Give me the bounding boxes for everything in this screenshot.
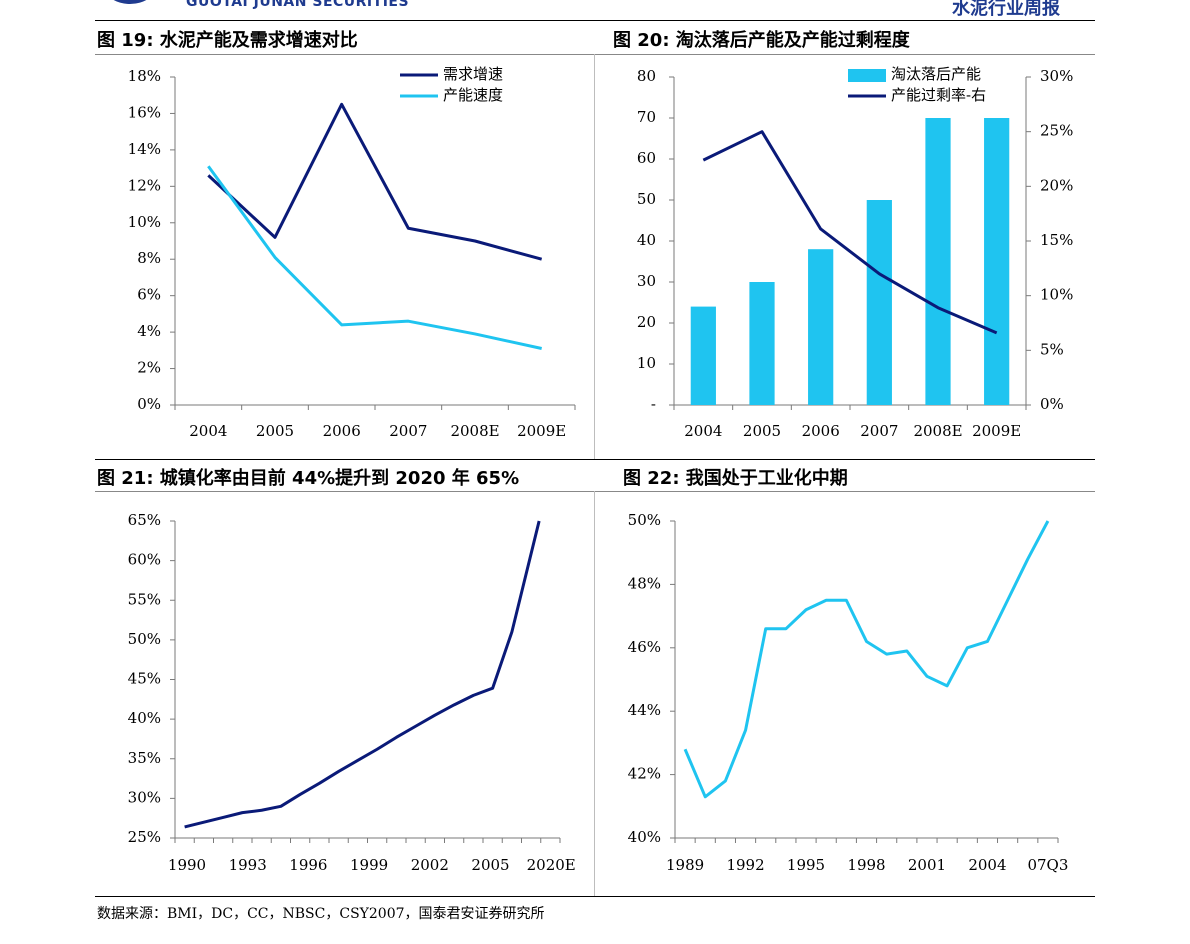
series-line-urbanization <box>184 520 541 829</box>
bar <box>925 118 951 405</box>
figure-20-title: 图 20: 淘汰落后产能及产能过剩程度 <box>613 30 910 51</box>
figure-21-title: 图 21: 城镇化率由目前 44%提升到 2020 年 65% <box>97 468 520 489</box>
y-tick-label: 44% <box>628 701 661 719</box>
y-left-tick-label: 60 <box>637 149 656 167</box>
y-left-tick-label: 40 <box>637 231 656 249</box>
y-right-tick-label: 0% <box>1040 395 1064 413</box>
company-logo <box>100 0 160 8</box>
x-tick-label: 2007 <box>860 422 898 440</box>
series-line-产能速度 <box>207 165 542 350</box>
x-tick-label: 2004 <box>684 422 722 440</box>
x-tick-label: 1999 <box>350 856 388 874</box>
bottom-rule <box>95 896 1095 897</box>
x-tick-label: 2006 <box>802 422 840 440</box>
bar <box>749 282 775 405</box>
y-tick-label: 40% <box>628 828 661 846</box>
y-tick-label: 10% <box>128 213 161 231</box>
x-tick-label: 1992 <box>726 856 764 874</box>
title-rule-bottom <box>95 491 1095 492</box>
x-tick-label: 1990 <box>168 856 206 874</box>
y-left-tick-label: 10 <box>637 354 656 372</box>
x-tick-label: 2007 <box>389 422 427 440</box>
y-tick-label: 65% <box>128 511 161 529</box>
legend-label: 淘汰落后产能 <box>891 65 981 83</box>
data-source-note: 数据来源：BMI，DC，CC，NBSC，CSY2007，国泰君安证券研究所 <box>97 906 545 922</box>
x-tick-label: 2001 <box>908 856 946 874</box>
bar <box>984 118 1010 405</box>
x-tick-label: 2005 <box>743 422 781 440</box>
x-tick-label: 1998 <box>847 856 885 874</box>
y-left-tick-label: 30 <box>637 272 656 290</box>
y-right-tick-label: 25% <box>1040 122 1073 140</box>
legend-label: 需求增速 <box>443 65 503 83</box>
y-tick-label: 4% <box>137 322 161 340</box>
x-tick-label: 2020E <box>527 856 576 874</box>
legend-label: 产能过剩率-右 <box>891 86 986 104</box>
x-tick-label: 1989 <box>666 856 704 874</box>
y-tick-label: 40% <box>128 709 161 727</box>
figure-22-title: 图 22: 我国处于工业化中期 <box>623 468 848 489</box>
x-tick-label: 1995 <box>787 856 825 874</box>
y-tick-label: 16% <box>128 103 161 121</box>
title-rule-top <box>95 54 1095 55</box>
y-tick-label: 45% <box>128 670 161 688</box>
y-tick-label: 18% <box>128 67 161 85</box>
y-tick-label: 55% <box>128 590 161 608</box>
y-tick-label: 50% <box>628 511 661 529</box>
y-tick-label: 60% <box>128 551 161 569</box>
y-tick-label: 14% <box>128 140 161 158</box>
y-tick-label: 35% <box>128 749 161 767</box>
x-tick-label: 2009E <box>517 422 566 440</box>
y-right-tick-label: 10% <box>1040 286 1073 304</box>
y-tick-label: 8% <box>137 249 161 267</box>
y-right-tick-label: 20% <box>1040 176 1073 194</box>
x-tick-label: 1996 <box>289 856 327 874</box>
x-tick-label: 2008E <box>913 422 962 440</box>
x-tick-label: 2004 <box>189 422 227 440</box>
column-divider-top <box>594 54 595 459</box>
org-name: GUOTAI JUNAN SECURITIES <box>186 0 410 10</box>
bar <box>808 249 834 405</box>
y-tick-label: 42% <box>628 765 661 783</box>
x-tick-label: 2002 <box>411 856 449 874</box>
y-tick-label: 25% <box>128 828 161 846</box>
x-tick-label: 2009E <box>972 422 1021 440</box>
series-line-需求增速 <box>207 102 543 261</box>
x-tick-label: 07Q3 <box>1027 856 1068 874</box>
y-tick-label: 46% <box>628 638 661 656</box>
y-tick-label: 0% <box>137 395 161 413</box>
y-left-tick-label: 20 <box>637 313 656 331</box>
x-tick-label: 1993 <box>229 856 267 874</box>
y-right-tick-label: 30% <box>1040 67 1073 85</box>
y-left-tick-label: 80 <box>637 67 656 85</box>
y-tick-label: 30% <box>128 788 161 806</box>
report-title: 水泥行业周报 <box>952 0 1060 19</box>
x-tick-label: 2004 <box>968 856 1006 874</box>
y-tick-label: 12% <box>128 176 161 194</box>
y-tick-label: 6% <box>137 286 161 304</box>
legend-label: 产能速度 <box>443 86 503 104</box>
x-tick-label: 2008E <box>450 422 499 440</box>
series-line-overcapacity <box>702 130 998 335</box>
y-right-tick-label: 15% <box>1040 231 1073 249</box>
x-tick-label: 2006 <box>323 422 361 440</box>
bar <box>690 306 716 405</box>
figure-19-title: 图 19: 水泥产能及需求增速对比 <box>97 30 358 51</box>
y-right-tick-label: 5% <box>1040 340 1064 358</box>
top-rule <box>95 20 1095 21</box>
bar <box>866 200 892 405</box>
y-left-tick-label: 50 <box>637 190 656 208</box>
x-tick-label: 2005 <box>471 856 509 874</box>
column-divider-bottom <box>594 491 595 896</box>
y-tick-label: 50% <box>128 630 161 648</box>
y-tick-label: 2% <box>137 359 161 377</box>
y-left-tick-label: - <box>651 395 656 413</box>
legend-swatch <box>848 69 886 82</box>
series-line-industrialization <box>683 520 1050 799</box>
y-tick-label: 48% <box>628 574 661 592</box>
middle-rule <box>95 459 1095 460</box>
y-left-tick-label: 70 <box>637 108 656 126</box>
x-tick-label: 2005 <box>256 422 294 440</box>
